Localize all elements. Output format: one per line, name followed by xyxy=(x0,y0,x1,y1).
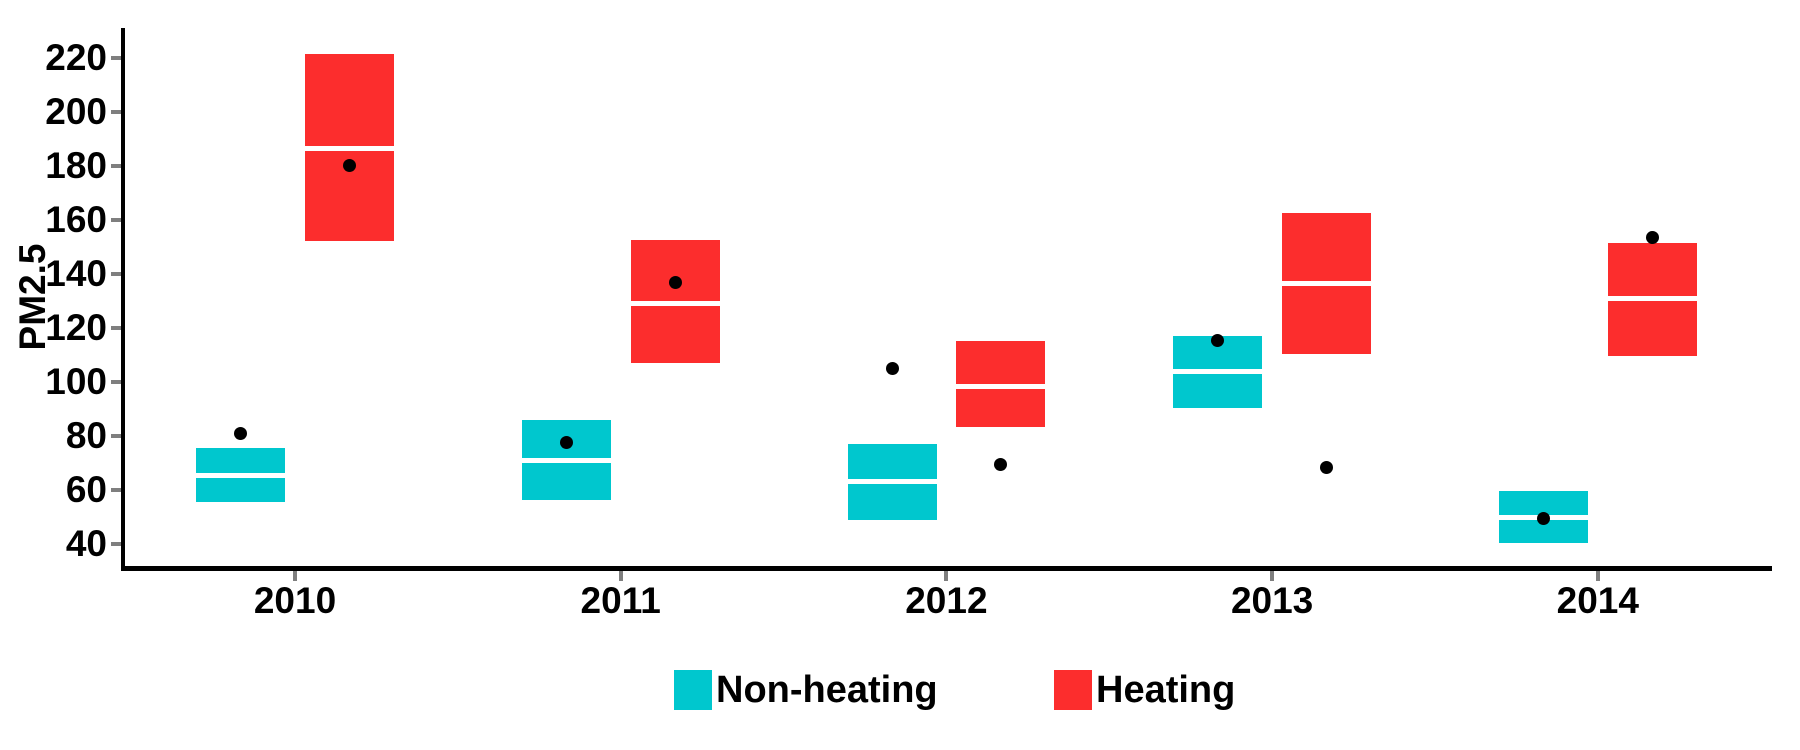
x-tick-mark xyxy=(618,571,623,581)
median-line xyxy=(1281,280,1371,286)
legend-swatch-non-heating xyxy=(674,670,712,710)
y-tick-label: 100 xyxy=(45,361,107,402)
y-tick-label: 200 xyxy=(45,90,107,132)
median-line xyxy=(956,383,1046,389)
legend-swatch-heating xyxy=(1054,670,1092,710)
x-tick-mark xyxy=(1595,571,1600,581)
median-line xyxy=(1173,368,1263,374)
y-tick-label: 40 xyxy=(65,523,107,565)
x-tick-label: 2014 xyxy=(1556,580,1639,621)
data-point xyxy=(559,436,573,450)
y-tick-mark xyxy=(111,434,121,439)
x-tick-mark xyxy=(1270,571,1275,581)
data-point xyxy=(994,457,1008,471)
y-tick-mark xyxy=(111,380,121,384)
x-tick-label: 2013 xyxy=(1230,580,1314,621)
median-line xyxy=(196,472,286,478)
y-tick-mark xyxy=(111,488,121,493)
legend-label-heating: Heating xyxy=(1096,669,1236,711)
y-tick-mark xyxy=(111,109,121,114)
x-axis-line xyxy=(121,566,1772,571)
data-point xyxy=(885,361,899,375)
y-tick-mark xyxy=(111,55,121,60)
x-tick-mark xyxy=(944,571,949,581)
median-line xyxy=(1607,295,1697,301)
median-line xyxy=(847,479,937,485)
y-tick-mark xyxy=(111,271,121,276)
legend-label-non-heating: Non-heating xyxy=(716,669,938,711)
y-tick-label: 220 xyxy=(45,36,107,78)
data-point xyxy=(1211,333,1225,347)
x-tick-label: 2012 xyxy=(905,580,988,621)
y-tick-label: 80 xyxy=(65,415,107,457)
y-tick-mark xyxy=(111,163,121,168)
data-point xyxy=(342,159,356,173)
x-tick-mark xyxy=(293,571,297,581)
y-tick-label: 60 xyxy=(65,469,107,511)
data-point xyxy=(1319,460,1333,474)
y-tick-mark xyxy=(111,217,121,222)
y-axis-line xyxy=(121,28,125,571)
y-tick-label: 120 xyxy=(45,306,107,348)
x-tick-label: 2011 xyxy=(580,580,661,621)
data-point xyxy=(668,275,682,289)
y-tick-label: 180 xyxy=(45,144,107,186)
data-point xyxy=(1645,230,1659,244)
x-tick-label: 2010 xyxy=(253,580,337,621)
y-tick-mark xyxy=(111,325,121,330)
median-line xyxy=(630,301,720,307)
median-line xyxy=(304,145,394,151)
median-line xyxy=(521,457,611,463)
y-tick-mark xyxy=(111,542,121,547)
data-point xyxy=(234,426,248,440)
y-tick-label: 160 xyxy=(45,198,107,240)
y-tick-label: 140 xyxy=(45,252,107,294)
data-point xyxy=(1537,511,1550,525)
